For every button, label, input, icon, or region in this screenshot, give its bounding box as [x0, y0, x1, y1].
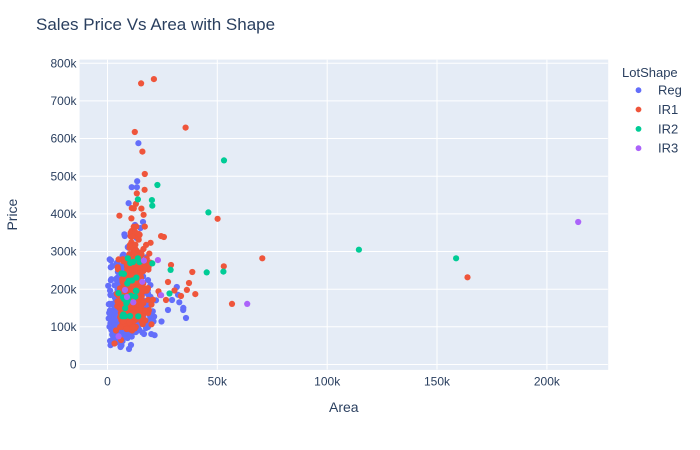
svg-text:200k: 200k [50, 282, 77, 296]
svg-text:100k: 100k [314, 374, 341, 388]
svg-text:IR3: IR3 [658, 141, 678, 156]
svg-text:0: 0 [70, 358, 77, 372]
svg-text:500k: 500k [50, 169, 77, 183]
svg-text:IR1: IR1 [658, 102, 678, 117]
svg-text:100k: 100k [50, 320, 77, 334]
svg-text:Reg: Reg [658, 83, 682, 98]
svg-text:600k: 600k [50, 132, 77, 146]
svg-text:Price: Price [4, 198, 20, 230]
svg-text:IR2: IR2 [658, 121, 678, 136]
svg-text:0: 0 [104, 374, 111, 388]
svg-text:150k: 150k [424, 374, 451, 388]
svg-text:300k: 300k [50, 245, 77, 259]
svg-text:50k: 50k [208, 374, 228, 388]
svg-text:800k: 800k [50, 56, 77, 70]
svg-text:Sales Price Vs Area with Shape: Sales Price Vs Area with Shape [36, 15, 275, 34]
svg-text:400k: 400k [50, 207, 77, 221]
svg-text:200k: 200k [534, 374, 561, 388]
svg-text:700k: 700k [50, 94, 77, 108]
svg-text:LotShape: LotShape [622, 65, 678, 80]
svg-text:Area: Area [329, 399, 359, 415]
